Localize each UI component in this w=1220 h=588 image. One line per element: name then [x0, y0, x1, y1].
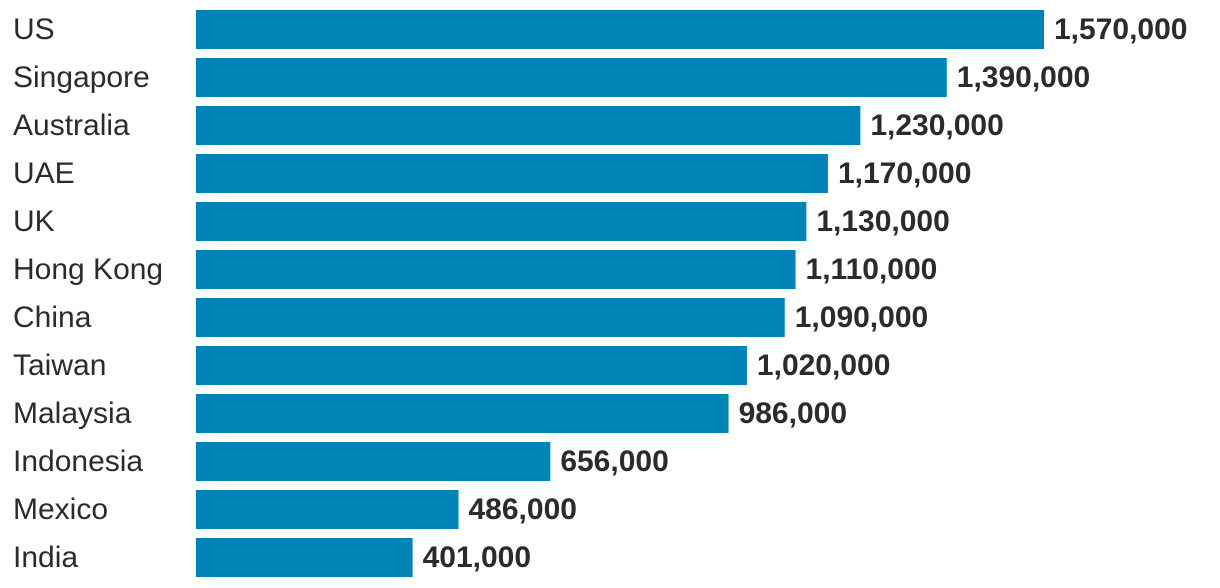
- category-label: Mexico: [13, 493, 108, 526]
- category-label: India: [13, 541, 78, 574]
- bar: [196, 538, 413, 577]
- bar-row-indonesia: Indonesia 656,000: [13, 442, 669, 481]
- category-label: Malaysia: [13, 397, 132, 430]
- bar-row-uae: UAE 1,170,000: [13, 154, 971, 193]
- bar: [196, 202, 807, 241]
- value-label: 486,000: [469, 493, 577, 526]
- bar-row-taiwan: Taiwan 1,020,000: [13, 346, 890, 385]
- bar: [196, 106, 861, 145]
- value-label: 401,000: [423, 541, 531, 574]
- bar-row-singapore: Singapore 1,390,000: [13, 58, 1090, 97]
- bar-row-uk: UK 1,130,000: [13, 202, 950, 241]
- category-label: Indonesia: [13, 445, 143, 478]
- bar-row-mexico: Mexico 486,000: [13, 490, 577, 529]
- category-label: Hong Kong: [13, 253, 163, 286]
- bar: [196, 154, 828, 193]
- bar-row-us: US 1,570,000: [13, 10, 1187, 49]
- category-label: US: [13, 13, 55, 46]
- bar-row-hong-kong: Hong Kong 1,110,000: [13, 250, 937, 289]
- category-label: Taiwan: [13, 349, 106, 382]
- category-label: Australia: [13, 109, 130, 142]
- category-label: China: [13, 301, 92, 334]
- bar: [196, 10, 1044, 49]
- bar: [196, 298, 785, 337]
- value-label: 1,390,000: [957, 61, 1090, 94]
- value-label: 656,000: [560, 445, 668, 478]
- value-label: 1,090,000: [795, 301, 928, 334]
- bar-row-australia: Australia 1,230,000: [13, 106, 1004, 145]
- bar: [196, 394, 729, 433]
- bar: [196, 58, 947, 97]
- bar: [196, 442, 551, 481]
- value-label: 1,020,000: [757, 349, 890, 382]
- bar-row-china: China 1,090,000: [13, 298, 928, 337]
- value-label: 1,110,000: [806, 253, 938, 286]
- bar-row-malaysia: Malaysia 986,000: [13, 394, 847, 433]
- category-label: UK: [13, 205, 55, 238]
- bar-row-india: India 401,000: [13, 538, 531, 577]
- bar: [196, 490, 459, 529]
- chart-rows: US 1,570,000 Singapore 1,390,000 Australia 1,…: [13, 10, 1187, 577]
- bar: [196, 346, 747, 385]
- value-label: 986,000: [739, 397, 847, 430]
- value-label: 1,130,000: [816, 205, 949, 238]
- value-label: 1,170,000: [838, 157, 971, 190]
- category-label: UAE: [13, 157, 75, 190]
- bar: [196, 250, 796, 289]
- value-label: 1,230,000: [870, 109, 1003, 142]
- value-label: 1,570,000: [1054, 13, 1187, 46]
- category-label: Singapore: [13, 61, 150, 94]
